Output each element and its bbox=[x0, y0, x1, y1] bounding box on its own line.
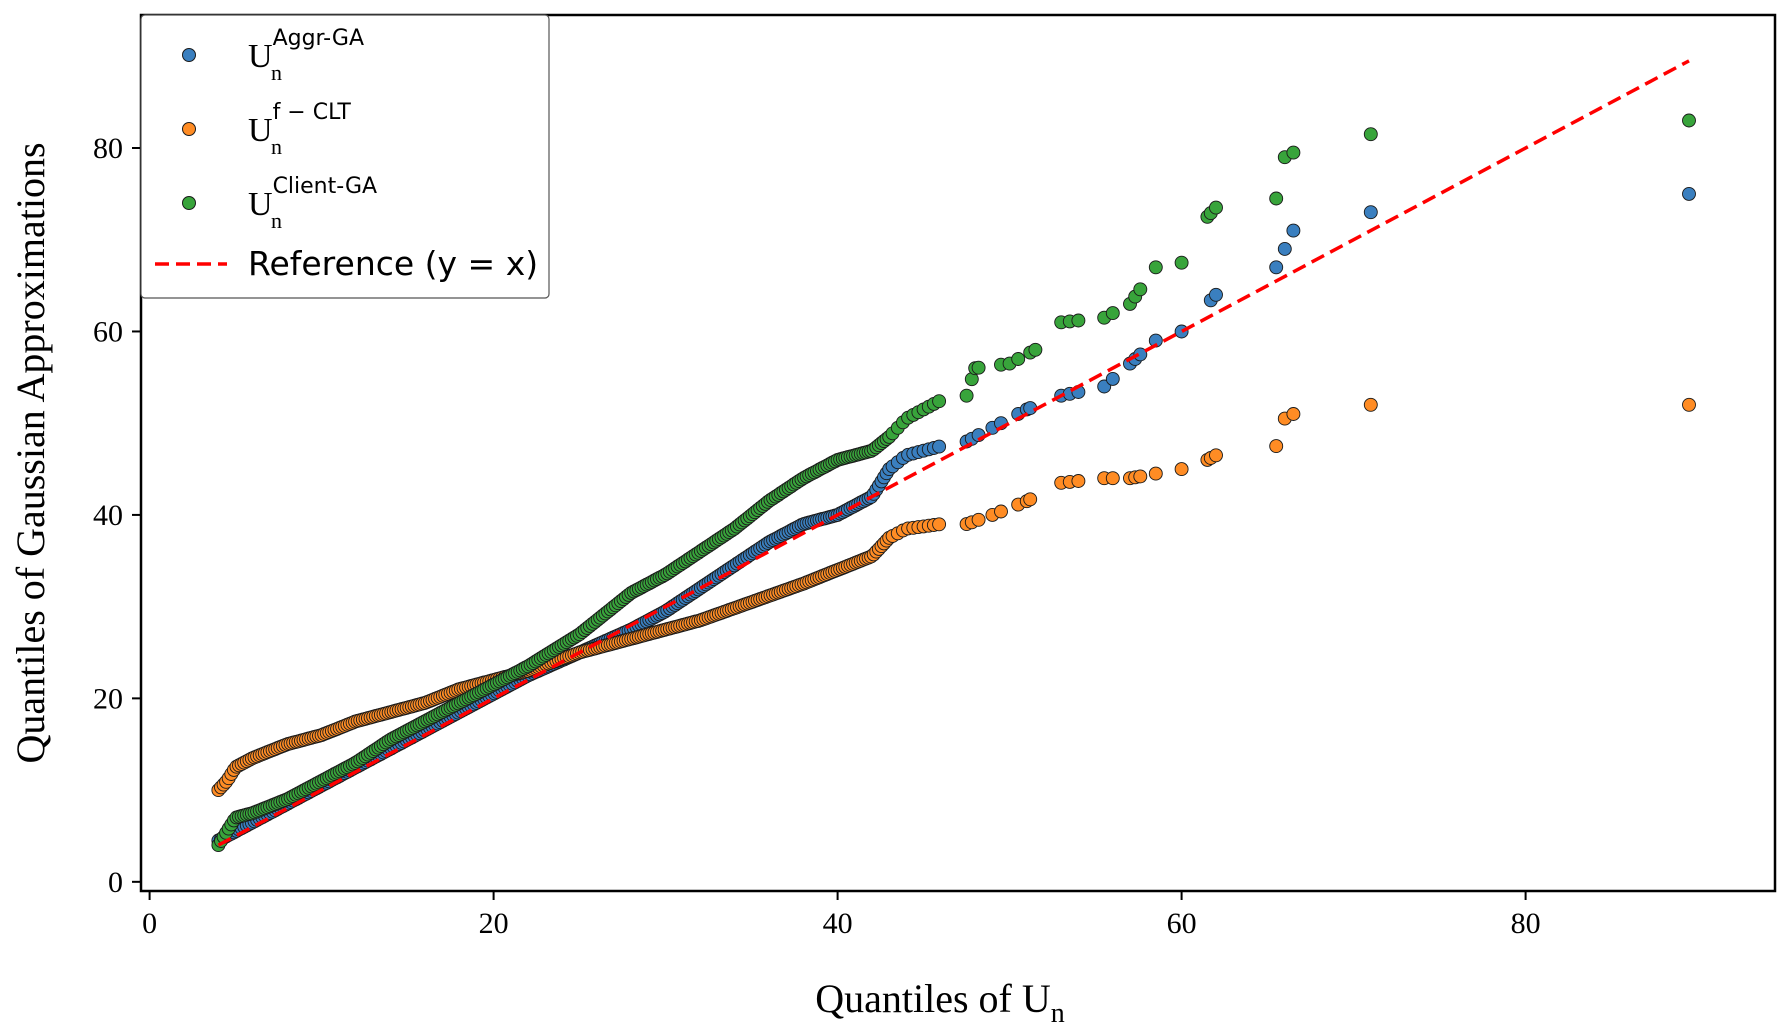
legend-label-client-ga: UClient-GA bbox=[248, 174, 377, 223]
data-point-client-ga bbox=[1682, 113, 1696, 128]
data-point-f-clt bbox=[1286, 407, 1301, 421]
data-point-client-ga bbox=[1071, 313, 1086, 328]
data-point-aggr-ga bbox=[1105, 371, 1120, 386]
data-point-client-ga bbox=[1363, 127, 1378, 142]
y-tick-label: 80 bbox=[93, 132, 123, 165]
y-axis-title: Quantiles of Gaussian Approximations bbox=[8, 142, 53, 763]
data-point-aggr-ga bbox=[1277, 241, 1292, 256]
legend-label-aggr-ga-sub: n bbox=[271, 60, 282, 85]
data-point-aggr-ga bbox=[1286, 223, 1301, 238]
series-client-ga bbox=[211, 113, 1696, 853]
x-axis-ticks: 0 20 40 60 80 bbox=[142, 891, 1541, 940]
data-point-aggr-ga bbox=[1363, 205, 1378, 220]
legend-marker-aggr-ga bbox=[182, 48, 196, 62]
data-point-f-clt bbox=[1148, 466, 1163, 481]
data-point-f-clt bbox=[1133, 469, 1148, 484]
data-point-f-clt bbox=[971, 512, 986, 527]
x-tick-label: 40 bbox=[823, 907, 853, 940]
x-axis-title-sub: n bbox=[1051, 998, 1065, 1029]
legend-label-client-ga-sup: Client-GA bbox=[273, 174, 378, 199]
x-tick-label: 60 bbox=[1167, 907, 1197, 940]
plot-frame bbox=[139, 13, 1777, 893]
legend-label-client-ga-base: U bbox=[248, 186, 273, 223]
data-point-client-ga bbox=[1209, 200, 1223, 215]
data-point-f-clt bbox=[1071, 474, 1086, 488]
legend-marker-f-clt bbox=[182, 122, 196, 136]
data-point-f-clt bbox=[1023, 492, 1038, 507]
data-point-f-clt bbox=[1105, 471, 1120, 486]
legend-label-f-clt-sup: f − CLT bbox=[273, 100, 352, 125]
data-point-aggr-ga bbox=[1209, 287, 1223, 302]
scatter-points-layer bbox=[211, 113, 1696, 853]
data-point-f-clt bbox=[1174, 462, 1189, 477]
x-tick-label: 80 bbox=[1511, 907, 1541, 940]
data-point-aggr-ga bbox=[1269, 260, 1284, 275]
data-point-aggr-ga bbox=[932, 439, 947, 454]
x-axis-title: Quantiles of Un bbox=[815, 976, 1065, 1029]
data-point-f-clt bbox=[1363, 397, 1378, 412]
data-point-f-clt bbox=[1682, 397, 1696, 412]
reference-line bbox=[217, 59, 1690, 847]
data-point-f-clt bbox=[932, 517, 947, 532]
data-point-f-clt bbox=[994, 504, 1008, 519]
legend-label-aggr-ga-sup: Aggr-GA bbox=[273, 26, 364, 51]
legend-marker-client-ga bbox=[182, 196, 196, 210]
legend-label-client-ga-sub: n bbox=[271, 208, 282, 233]
x-tick-label: 0 bbox=[142, 907, 157, 940]
data-point-client-ga bbox=[1028, 342, 1043, 357]
data-point-f-clt bbox=[1209, 448, 1223, 463]
data-point-client-ga bbox=[1105, 306, 1120, 321]
data-point-client-ga bbox=[1148, 260, 1163, 275]
y-tick-label: 20 bbox=[93, 682, 123, 715]
legend-label-reference: Reference (y = x) bbox=[248, 244, 538, 283]
data-point-aggr-ga bbox=[1174, 324, 1189, 339]
legend-label-f-clt: Uf − CLT bbox=[248, 100, 351, 149]
legend: UAggr-GA n Uf − CLT n UClient-GA n Refer… bbox=[140, 14, 550, 299]
data-point-client-ga bbox=[1286, 145, 1301, 160]
data-point-client-ga bbox=[971, 360, 986, 375]
data-point-aggr-ga bbox=[1682, 186, 1696, 201]
y-tick-label: 60 bbox=[93, 315, 123, 348]
y-tick-label: 0 bbox=[108, 866, 123, 899]
data-point-f-clt bbox=[1269, 439, 1284, 454]
data-point-client-ga bbox=[1174, 255, 1189, 270]
data-point-client-ga bbox=[1133, 282, 1148, 297]
legend-label-aggr-ga: UAggr-GA bbox=[248, 26, 364, 75]
legend-label-aggr-ga-base: U bbox=[248, 38, 273, 75]
data-point-client-ga bbox=[1011, 352, 1026, 366]
series-f-clt bbox=[211, 397, 1696, 798]
y-axis-ticks: 0 20 40 60 80 bbox=[93, 132, 141, 899]
legend-label-f-clt-base: U bbox=[248, 112, 273, 149]
data-point-client-ga bbox=[959, 388, 974, 403]
x-axis-title-main: Quantiles of U bbox=[815, 976, 1051, 1021]
data-point-client-ga bbox=[1269, 191, 1284, 206]
legend-box bbox=[140, 14, 550, 299]
data-point-client-ga bbox=[932, 394, 947, 409]
x-tick-label: 20 bbox=[479, 907, 509, 940]
data-point-aggr-ga bbox=[1133, 347, 1148, 362]
legend-label-f-clt-sub: n bbox=[271, 134, 282, 159]
y-tick-label: 40 bbox=[93, 499, 123, 532]
